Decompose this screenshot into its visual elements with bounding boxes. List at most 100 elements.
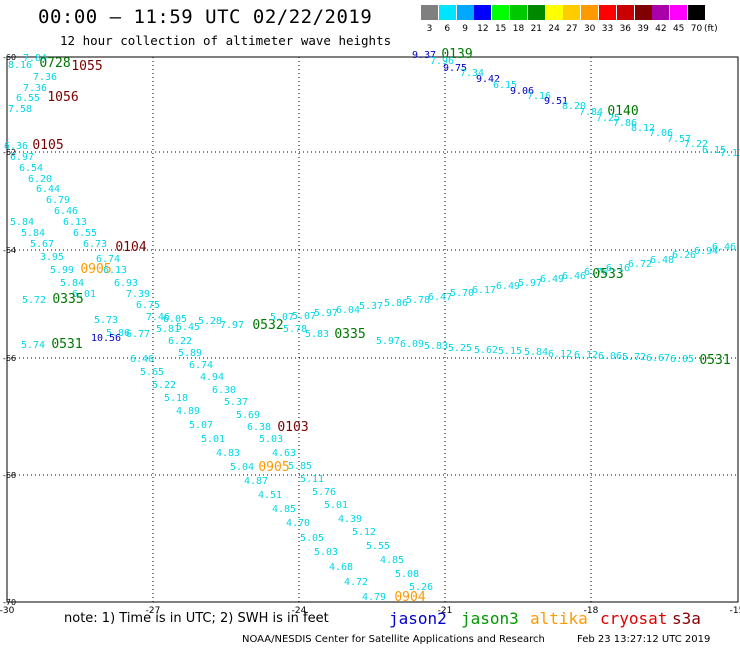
wave-height-label: 5.03 bbox=[314, 547, 338, 558]
wave-height-label: 5.25 bbox=[448, 343, 472, 354]
longitude-tick-label: -18 bbox=[584, 606, 599, 616]
pass-time-label: 0905 bbox=[258, 460, 289, 475]
mission-jason3: jason3 bbox=[461, 609, 519, 628]
wave-height-label: 4.89 bbox=[176, 406, 200, 417]
wave-height-label: 5.84 bbox=[524, 347, 548, 358]
wave-height-label: 6.04 bbox=[336, 305, 360, 316]
wave-height-label: 7.58 bbox=[8, 104, 32, 115]
wave-height-label: 6.55 bbox=[16, 93, 40, 104]
mission-cryosat: cryosat bbox=[600, 609, 668, 628]
wave-height-label: 5.86 bbox=[106, 328, 130, 339]
wave-height-label: 5.18 bbox=[164, 393, 188, 404]
pass-time-label: 0104 bbox=[115, 240, 146, 255]
longitude-tick-label: -27 bbox=[146, 606, 161, 616]
wave-height-label: 3.95 bbox=[40, 252, 64, 263]
wave-height-label: 7.39 bbox=[126, 289, 150, 300]
wave-height-label: 5.07 bbox=[189, 420, 213, 431]
longitude-tick-label: -24 bbox=[292, 606, 307, 616]
wave-height-label: 7.22 bbox=[684, 139, 708, 150]
legend-label: 27 bbox=[566, 24, 578, 34]
legend-label: 33 bbox=[601, 24, 614, 34]
legend-swatch bbox=[634, 5, 652, 20]
legend-swatch bbox=[474, 5, 492, 20]
wave-height-label: 5.11 bbox=[300, 474, 324, 485]
wave-height-label: 5.55 bbox=[366, 541, 390, 552]
wave-height-label: 9.42 bbox=[476, 74, 500, 85]
wave-height-label: 6.44 bbox=[36, 184, 60, 195]
latitude-tick-label: -64 bbox=[3, 246, 16, 255]
wave-height-label: 6.79 bbox=[46, 195, 70, 206]
wave-height-label: 4.79 bbox=[362, 592, 386, 603]
wave-height-label: 6.93 bbox=[114, 278, 138, 289]
wave-height-label: 5.84 bbox=[60, 278, 84, 289]
legend-swatch bbox=[492, 5, 510, 20]
legend-swatch bbox=[688, 5, 705, 20]
wave-height-label: 5.84 bbox=[21, 228, 45, 239]
footer-credit: NOAA/NESDIS Center for Satellite Applica… bbox=[242, 634, 545, 645]
wave-height-label: 5.85 bbox=[288, 461, 312, 472]
pass-time-label: 0335 bbox=[334, 327, 365, 342]
pass-time-label: 0532 bbox=[252, 318, 283, 333]
wave-height-label: 5.97 bbox=[518, 278, 542, 289]
wave-height-label: 7.11 bbox=[720, 148, 740, 159]
latitude-tick-label: -70 bbox=[3, 598, 16, 607]
map-subtitle: 12 hour collection of altimeter wave hei… bbox=[60, 33, 392, 48]
mission-s3a: s3a bbox=[672, 609, 701, 628]
wave-height-label: 5.62 bbox=[474, 345, 498, 356]
wave-height-label: 6.49 bbox=[540, 274, 564, 285]
wave-height-label: 6.72 bbox=[628, 259, 652, 270]
legend-unit: (ft) bbox=[704, 24, 718, 34]
legend-swatch bbox=[670, 5, 688, 20]
wave-height-label: 5.08 bbox=[395, 569, 419, 580]
wave-height-label: 10.56 bbox=[91, 333, 121, 344]
wave-height-label: 7.06 bbox=[649, 128, 673, 139]
wave-height-label: 5.07 bbox=[270, 312, 294, 323]
wave-height-label: 8.12 bbox=[631, 123, 655, 134]
wave-height-label: 7.86 bbox=[613, 118, 637, 129]
legend-label: 6 bbox=[444, 24, 451, 34]
legend-swatch bbox=[599, 5, 616, 20]
wave-height-label: 6.54 bbox=[19, 163, 43, 174]
legend-label: 70 bbox=[690, 24, 703, 34]
wave-height-label: 6.67 bbox=[646, 353, 670, 364]
legend-swatch bbox=[581, 5, 599, 20]
pass-time-label: 0531 bbox=[699, 353, 730, 368]
wave-height-label: 6.47 bbox=[428, 292, 452, 303]
legend-swatch bbox=[456, 5, 474, 20]
wave-height-label: 6.16 bbox=[606, 263, 630, 274]
pass-time-label: 0531 bbox=[51, 337, 82, 352]
wave-height-label: 5.73 bbox=[94, 315, 118, 326]
wave-height-label: 5.04 bbox=[230, 462, 254, 473]
legend-label: 3 bbox=[426, 24, 433, 34]
wave-height-label: 8.20 bbox=[562, 101, 586, 112]
legend-label: 18 bbox=[512, 24, 525, 34]
wave-height-label: 4.85 bbox=[272, 504, 296, 515]
latitude-tick-label: -62 bbox=[3, 148, 16, 157]
wave-height-label: 6.38 bbox=[247, 422, 271, 433]
wave-height-label: 7.96 bbox=[430, 56, 454, 67]
wave-height-label: 5.83 bbox=[424, 341, 448, 352]
wave-height-label: 5.37 bbox=[359, 301, 383, 312]
wave-height-label: 4.85 bbox=[380, 555, 404, 566]
pass-time-label: 1055 bbox=[71, 59, 102, 74]
wave-height-label: 5.97 bbox=[314, 308, 338, 319]
wave-height-label: 5.83 bbox=[305, 329, 329, 340]
wave-height-label: 6.13 bbox=[103, 265, 127, 276]
wave-height-label: 9.75 bbox=[443, 63, 467, 74]
pass-time-label: 0904 bbox=[394, 590, 425, 605]
legend-swatch bbox=[510, 5, 527, 20]
wave-height-label: 6.74 bbox=[189, 360, 213, 371]
wave-height-label: 7.36 bbox=[23, 83, 47, 94]
wave-height-label: 5.72 bbox=[622, 352, 646, 363]
wave-height-label: 6.09 bbox=[400, 339, 424, 350]
wave-height-label: 5.69 bbox=[236, 410, 260, 421]
legend-label: 42 bbox=[655, 24, 667, 34]
legend-label: 30 bbox=[583, 24, 596, 34]
wave-height-label: 5.26 bbox=[409, 582, 433, 593]
wave-height-label: 6.05 bbox=[163, 314, 187, 325]
wave-height-label: 9.51 bbox=[544, 96, 568, 107]
wave-height-label: 4.83 bbox=[216, 448, 240, 459]
wave-height-label: 5.07 bbox=[292, 311, 316, 322]
wave-height-label: 5.74 bbox=[21, 340, 45, 351]
